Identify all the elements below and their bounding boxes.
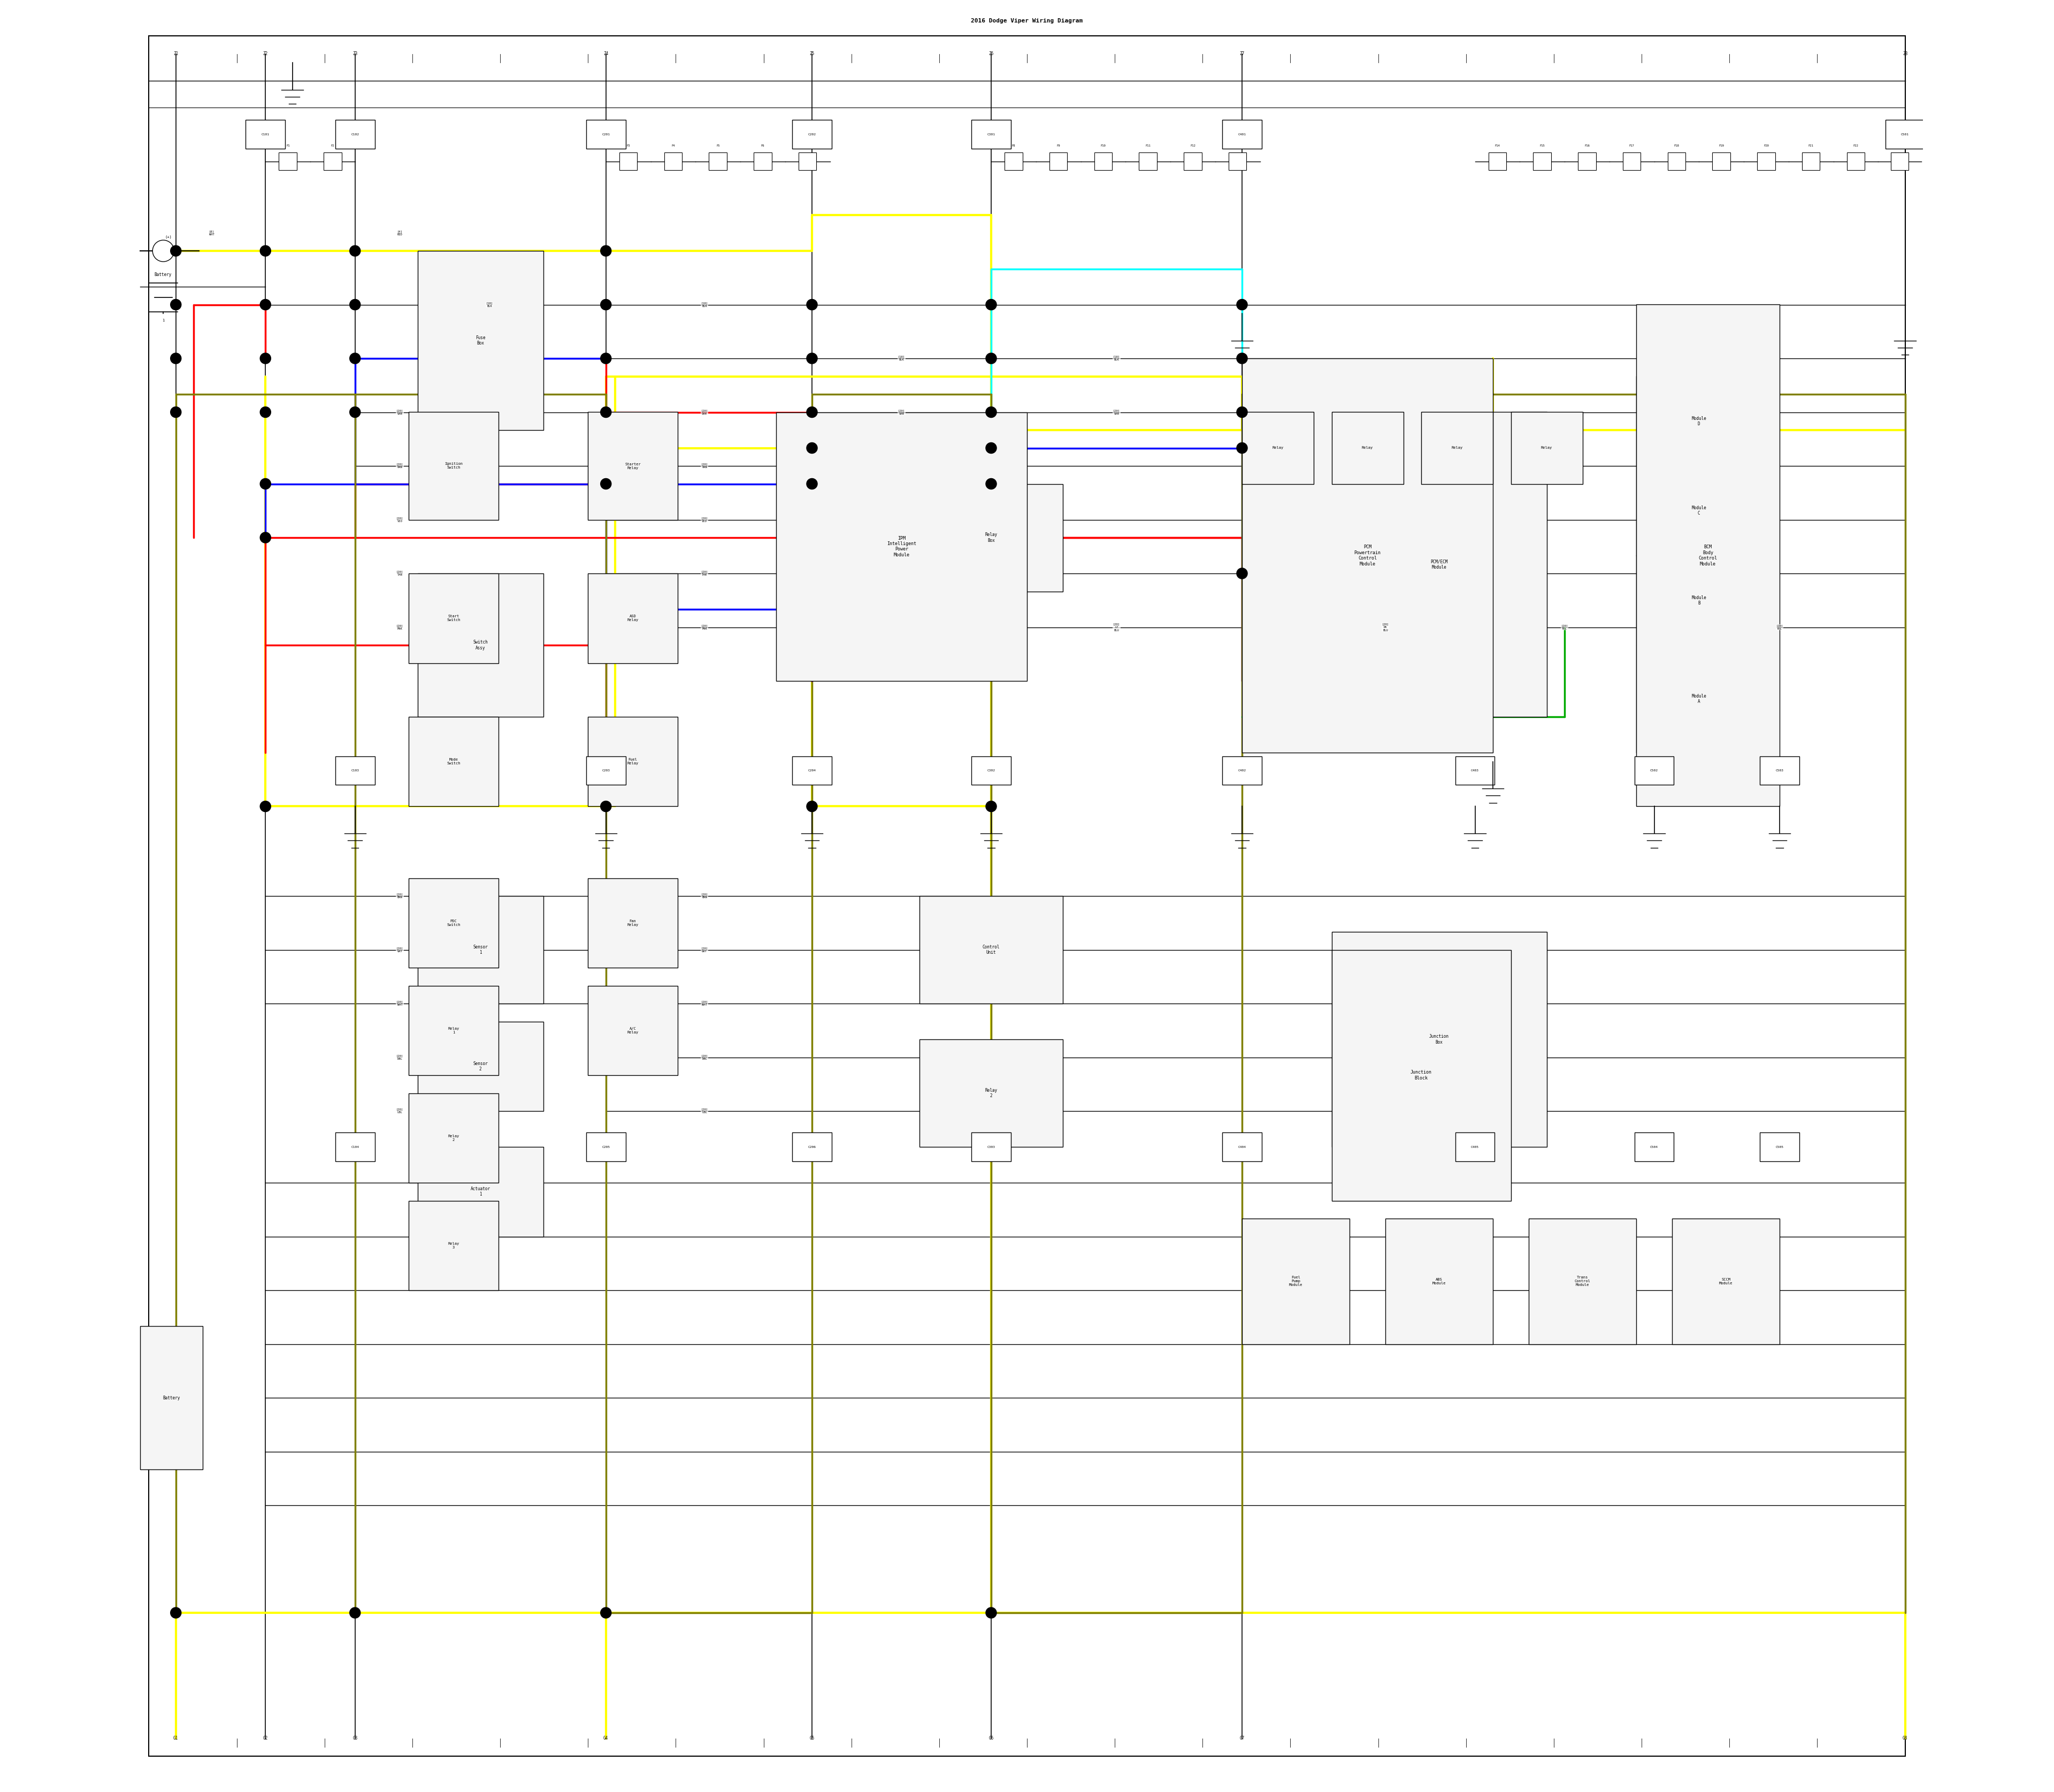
Text: F10: F10 bbox=[1101, 145, 1105, 147]
Text: C504: C504 bbox=[1649, 1145, 1658, 1149]
Text: A/C
Relay: A/C Relay bbox=[626, 1027, 639, 1034]
Circle shape bbox=[807, 478, 817, 489]
Bar bbox=[335, 1133, 374, 1161]
Text: [20]
PNK: [20] PNK bbox=[396, 624, 403, 631]
Bar bbox=[793, 756, 832, 785]
Bar bbox=[1004, 152, 1023, 170]
Text: [20]
BRN: [20] BRN bbox=[700, 892, 709, 900]
Circle shape bbox=[349, 353, 359, 364]
Text: Start
Switch: Start Switch bbox=[448, 615, 460, 622]
Text: C303: C303 bbox=[988, 1145, 996, 1149]
Text: [20]
WHT: [20] WHT bbox=[396, 1000, 403, 1007]
Text: F4: F4 bbox=[672, 145, 676, 147]
Bar bbox=[1577, 152, 1596, 170]
Text: C401: C401 bbox=[1239, 133, 1247, 136]
Text: [8]
WHT: [8] WHT bbox=[210, 229, 214, 237]
Text: C104: C104 bbox=[351, 1145, 359, 1149]
Text: [20]
TAN: [20] TAN bbox=[396, 570, 403, 577]
Circle shape bbox=[261, 299, 271, 310]
Bar bbox=[325, 152, 341, 170]
Text: [4]
RED: [4] RED bbox=[396, 229, 403, 237]
Text: Z7: Z7 bbox=[1239, 52, 1245, 56]
Bar bbox=[1384, 1219, 1493, 1344]
Text: Battery: Battery bbox=[162, 1396, 181, 1400]
Text: Module
A: Module A bbox=[1692, 694, 1707, 704]
Bar bbox=[1637, 466, 1762, 556]
Text: G7: G7 bbox=[1239, 1736, 1245, 1740]
Text: G4: G4 bbox=[604, 1736, 608, 1740]
Text: Z6: Z6 bbox=[988, 52, 994, 56]
Circle shape bbox=[600, 407, 612, 418]
Bar bbox=[335, 756, 374, 785]
Bar bbox=[1331, 412, 1547, 717]
Bar bbox=[1095, 152, 1111, 170]
Bar bbox=[587, 573, 678, 663]
Bar bbox=[663, 152, 682, 170]
Text: Relay: Relay bbox=[1362, 446, 1374, 450]
Text: F20: F20 bbox=[1764, 145, 1768, 147]
Bar bbox=[1512, 412, 1582, 484]
Text: F18: F18 bbox=[1674, 145, 1680, 147]
Bar bbox=[1635, 1133, 1674, 1161]
Bar bbox=[1421, 412, 1493, 484]
Circle shape bbox=[600, 1607, 612, 1618]
Bar bbox=[417, 1021, 542, 1111]
Text: F13: F13 bbox=[1234, 145, 1241, 147]
Text: [18]
BLK: [18] BLK bbox=[898, 355, 906, 362]
Circle shape bbox=[807, 801, 817, 812]
Circle shape bbox=[600, 299, 612, 310]
Text: G3: G3 bbox=[353, 1736, 357, 1740]
Bar bbox=[754, 152, 772, 170]
Text: F6: F6 bbox=[760, 145, 764, 147]
Text: Fuel
Relay: Fuel Relay bbox=[626, 758, 639, 765]
Bar bbox=[585, 120, 626, 149]
Text: F19: F19 bbox=[1719, 145, 1723, 147]
Text: G8: G8 bbox=[1902, 1736, 1908, 1740]
Text: ABS
Module: ABS Module bbox=[1432, 1278, 1446, 1285]
Text: C302: C302 bbox=[988, 769, 996, 772]
Text: Fuel
Pump
Module: Fuel Pump Module bbox=[1290, 1276, 1302, 1287]
Text: Control
Unit: Control Unit bbox=[982, 944, 1000, 955]
Text: G6: G6 bbox=[988, 1736, 994, 1740]
Text: 2016 Dodge Viper Wiring Diagram: 2016 Dodge Viper Wiring Diagram bbox=[972, 18, 1082, 23]
Bar bbox=[409, 1093, 499, 1183]
Bar bbox=[1637, 556, 1762, 645]
Bar bbox=[1623, 152, 1641, 170]
Text: [20]
TAN: [20] TAN bbox=[700, 570, 709, 577]
Bar bbox=[1637, 645, 1762, 753]
Bar bbox=[793, 120, 832, 149]
Text: C102: C102 bbox=[351, 133, 359, 136]
Bar bbox=[776, 412, 1027, 681]
Text: Module
D: Module D bbox=[1692, 416, 1707, 426]
Text: Ignition
Switch: Ignition Switch bbox=[444, 462, 462, 470]
Text: IPM
Intelligent
Power
Module: IPM Intelligent Power Module bbox=[887, 536, 916, 557]
Circle shape bbox=[986, 478, 996, 489]
Text: C203: C203 bbox=[602, 769, 610, 772]
Circle shape bbox=[170, 246, 181, 256]
Bar bbox=[920, 896, 1062, 1004]
Text: C101: C101 bbox=[261, 133, 269, 136]
Bar bbox=[1183, 152, 1202, 170]
Bar bbox=[972, 1133, 1011, 1161]
Bar bbox=[409, 412, 499, 520]
Circle shape bbox=[170, 353, 181, 364]
Bar bbox=[1886, 120, 1925, 149]
Text: Junction
Box: Junction Box bbox=[1430, 1034, 1448, 1045]
Text: C405: C405 bbox=[1471, 1145, 1479, 1149]
Text: Relay
1: Relay 1 bbox=[448, 1027, 460, 1034]
Text: Relay
2: Relay 2 bbox=[448, 1134, 460, 1142]
Bar bbox=[1668, 152, 1686, 170]
Bar bbox=[1331, 950, 1512, 1201]
Circle shape bbox=[261, 532, 271, 543]
Text: F7: F7 bbox=[805, 145, 809, 147]
Circle shape bbox=[261, 353, 271, 364]
Bar bbox=[972, 120, 1011, 149]
Text: [20]
GRY: [20] GRY bbox=[396, 946, 403, 953]
Bar bbox=[246, 120, 286, 149]
Circle shape bbox=[986, 353, 996, 364]
Text: Battery: Battery bbox=[154, 272, 173, 278]
Text: [20]
YEL: [20] YEL bbox=[1777, 624, 1783, 631]
Bar bbox=[1331, 932, 1547, 1147]
Text: ASD
Relay: ASD Relay bbox=[626, 615, 639, 622]
Text: PCM
Powertrain
Control
Module: PCM Powertrain Control Module bbox=[1354, 545, 1380, 566]
